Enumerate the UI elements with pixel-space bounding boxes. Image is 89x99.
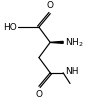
Text: HO: HO (3, 23, 17, 32)
Text: NH: NH (65, 67, 78, 76)
Polygon shape (50, 41, 63, 43)
Text: NH$_2$: NH$_2$ (65, 36, 83, 49)
Text: O: O (35, 90, 42, 99)
Text: O: O (47, 1, 54, 10)
